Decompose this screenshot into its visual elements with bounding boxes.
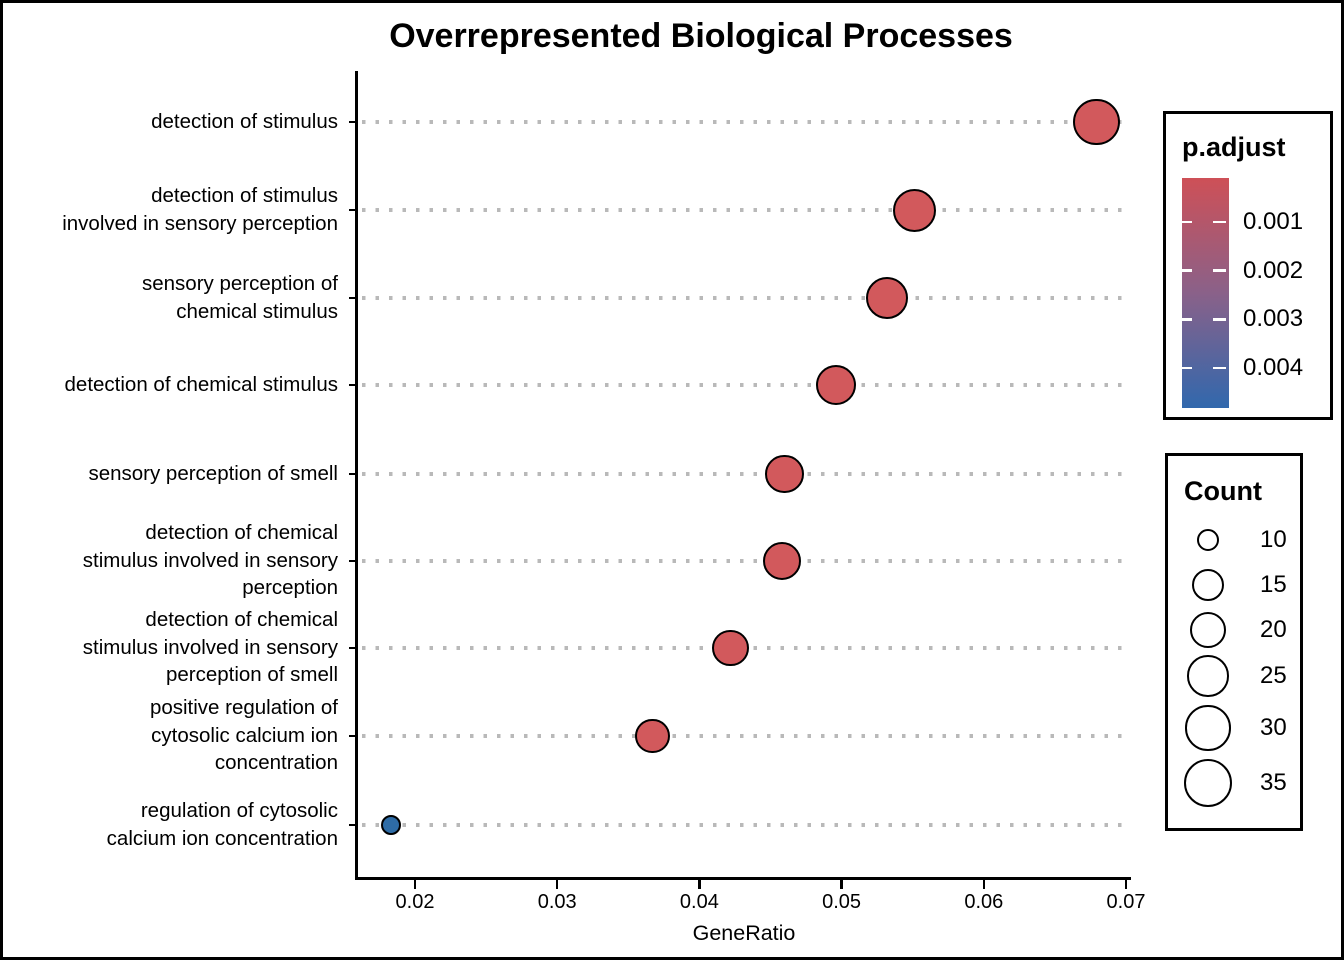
x-axis-tick <box>840 879 843 889</box>
count-legend-label: 25 <box>1260 662 1287 689</box>
count-legend-circle <box>1187 655 1229 697</box>
y-axis-category-label: sensory perception of chemical stimulus <box>141 272 338 323</box>
padjust-bar-tick <box>1213 220 1226 224</box>
count-legend-label: 35 <box>1260 769 1287 796</box>
padjust-tick-label: 0.003 <box>1243 305 1304 333</box>
y-axis-category-label: detection of stimulus <box>151 109 338 133</box>
data-point <box>815 364 857 406</box>
x-axis-line <box>355 876 1131 880</box>
grid-line <box>362 383 1131 387</box>
padjust-bar-tick <box>1179 318 1192 321</box>
grid-line <box>362 120 1131 124</box>
count-legend-label: 15 <box>1260 571 1287 598</box>
x-axis-tick <box>982 879 986 889</box>
data-point <box>1072 98 1120 146</box>
padjust-tick-label: 0.002 <box>1243 256 1304 284</box>
y-axis-tick <box>349 472 358 476</box>
chart-title: Overrepresented Biological Processes <box>389 17 1013 55</box>
padjust-tick-label: 0.004 <box>1243 354 1304 382</box>
y-axis-category-label: detection of stimulus involved in sensor… <box>62 184 338 235</box>
padjust-gradient-bar <box>1182 178 1229 408</box>
y-axis-tick <box>349 120 358 124</box>
data-point <box>380 815 401 835</box>
padjust-bar-tick <box>1179 269 1192 273</box>
x-axis-tick-label: 0.03 <box>537 891 577 913</box>
x-axis-tick-label: 0.04 <box>679 891 719 913</box>
data-point <box>762 541 802 581</box>
x-axis-tick <box>1124 879 1128 889</box>
y-axis-line <box>355 71 358 880</box>
grid-line <box>362 734 1131 738</box>
y-axis-category-label: sensory perception of smell <box>88 461 338 485</box>
y-axis-category-label: detection of chemical stimulus <box>64 372 338 396</box>
count-legend-circle <box>1189 611 1227 649</box>
grid-line <box>362 296 1131 300</box>
data-point <box>635 718 670 754</box>
data-point <box>892 188 936 232</box>
x-axis-label: GeneRatio <box>692 921 796 945</box>
count-legend-circle <box>1192 569 1224 601</box>
y-axis-tick <box>349 208 358 212</box>
y-axis-category-label: regulation of cytosolic calcium ion conc… <box>106 799 338 850</box>
grid-line <box>362 823 1131 827</box>
grid-line <box>362 472 1131 476</box>
padjust-bar-tick <box>1179 366 1192 370</box>
padjust-bar-tick <box>1213 269 1226 273</box>
count-legend-label: 30 <box>1260 714 1287 741</box>
y-axis-tick <box>349 734 358 738</box>
grid-line <box>362 208 1131 212</box>
padjust-bar-tick <box>1213 366 1226 370</box>
padjust-legend-title: p.adjust <box>1182 132 1286 162</box>
y-axis-category-label: detection of chemical stimulus involved … <box>82 608 338 687</box>
y-axis-category-label: positive regulation of cytosolic calcium… <box>149 696 338 775</box>
x-axis-tick-label: 0.02 <box>395 891 435 913</box>
grid-line <box>362 559 1131 563</box>
x-axis-tick-label: 0.07 <box>1106 891 1146 913</box>
count-legend-circle <box>1197 529 1219 551</box>
count-legend-label: 20 <box>1260 616 1287 643</box>
data-point <box>712 629 749 667</box>
x-axis-tick <box>555 879 559 889</box>
x-axis-tick-label: 0.05 <box>822 891 862 913</box>
y-axis-tick <box>349 296 358 300</box>
x-axis-tick <box>698 879 701 889</box>
count-legend-label: 10 <box>1260 526 1287 553</box>
count-legend-title: Count <box>1184 476 1262 506</box>
y-axis-tick <box>349 559 358 563</box>
y-axis-tick <box>349 823 358 827</box>
y-axis-tick <box>349 383 358 387</box>
count-legend-circle <box>1184 759 1232 807</box>
x-axis-tick-label: 0.06 <box>964 891 1004 913</box>
x-axis-tick <box>413 879 417 889</box>
y-axis-category-label: detection of chemical stimulus involved … <box>82 521 338 600</box>
y-axis-tick <box>349 646 358 650</box>
padjust-bar-tick <box>1213 318 1226 321</box>
padjust-bar-tick <box>1179 220 1192 224</box>
padjust-tick-label: 0.001 <box>1243 208 1304 236</box>
data-point <box>765 454 804 494</box>
count-legend-circle <box>1185 705 1231 751</box>
data-point <box>866 276 909 320</box>
